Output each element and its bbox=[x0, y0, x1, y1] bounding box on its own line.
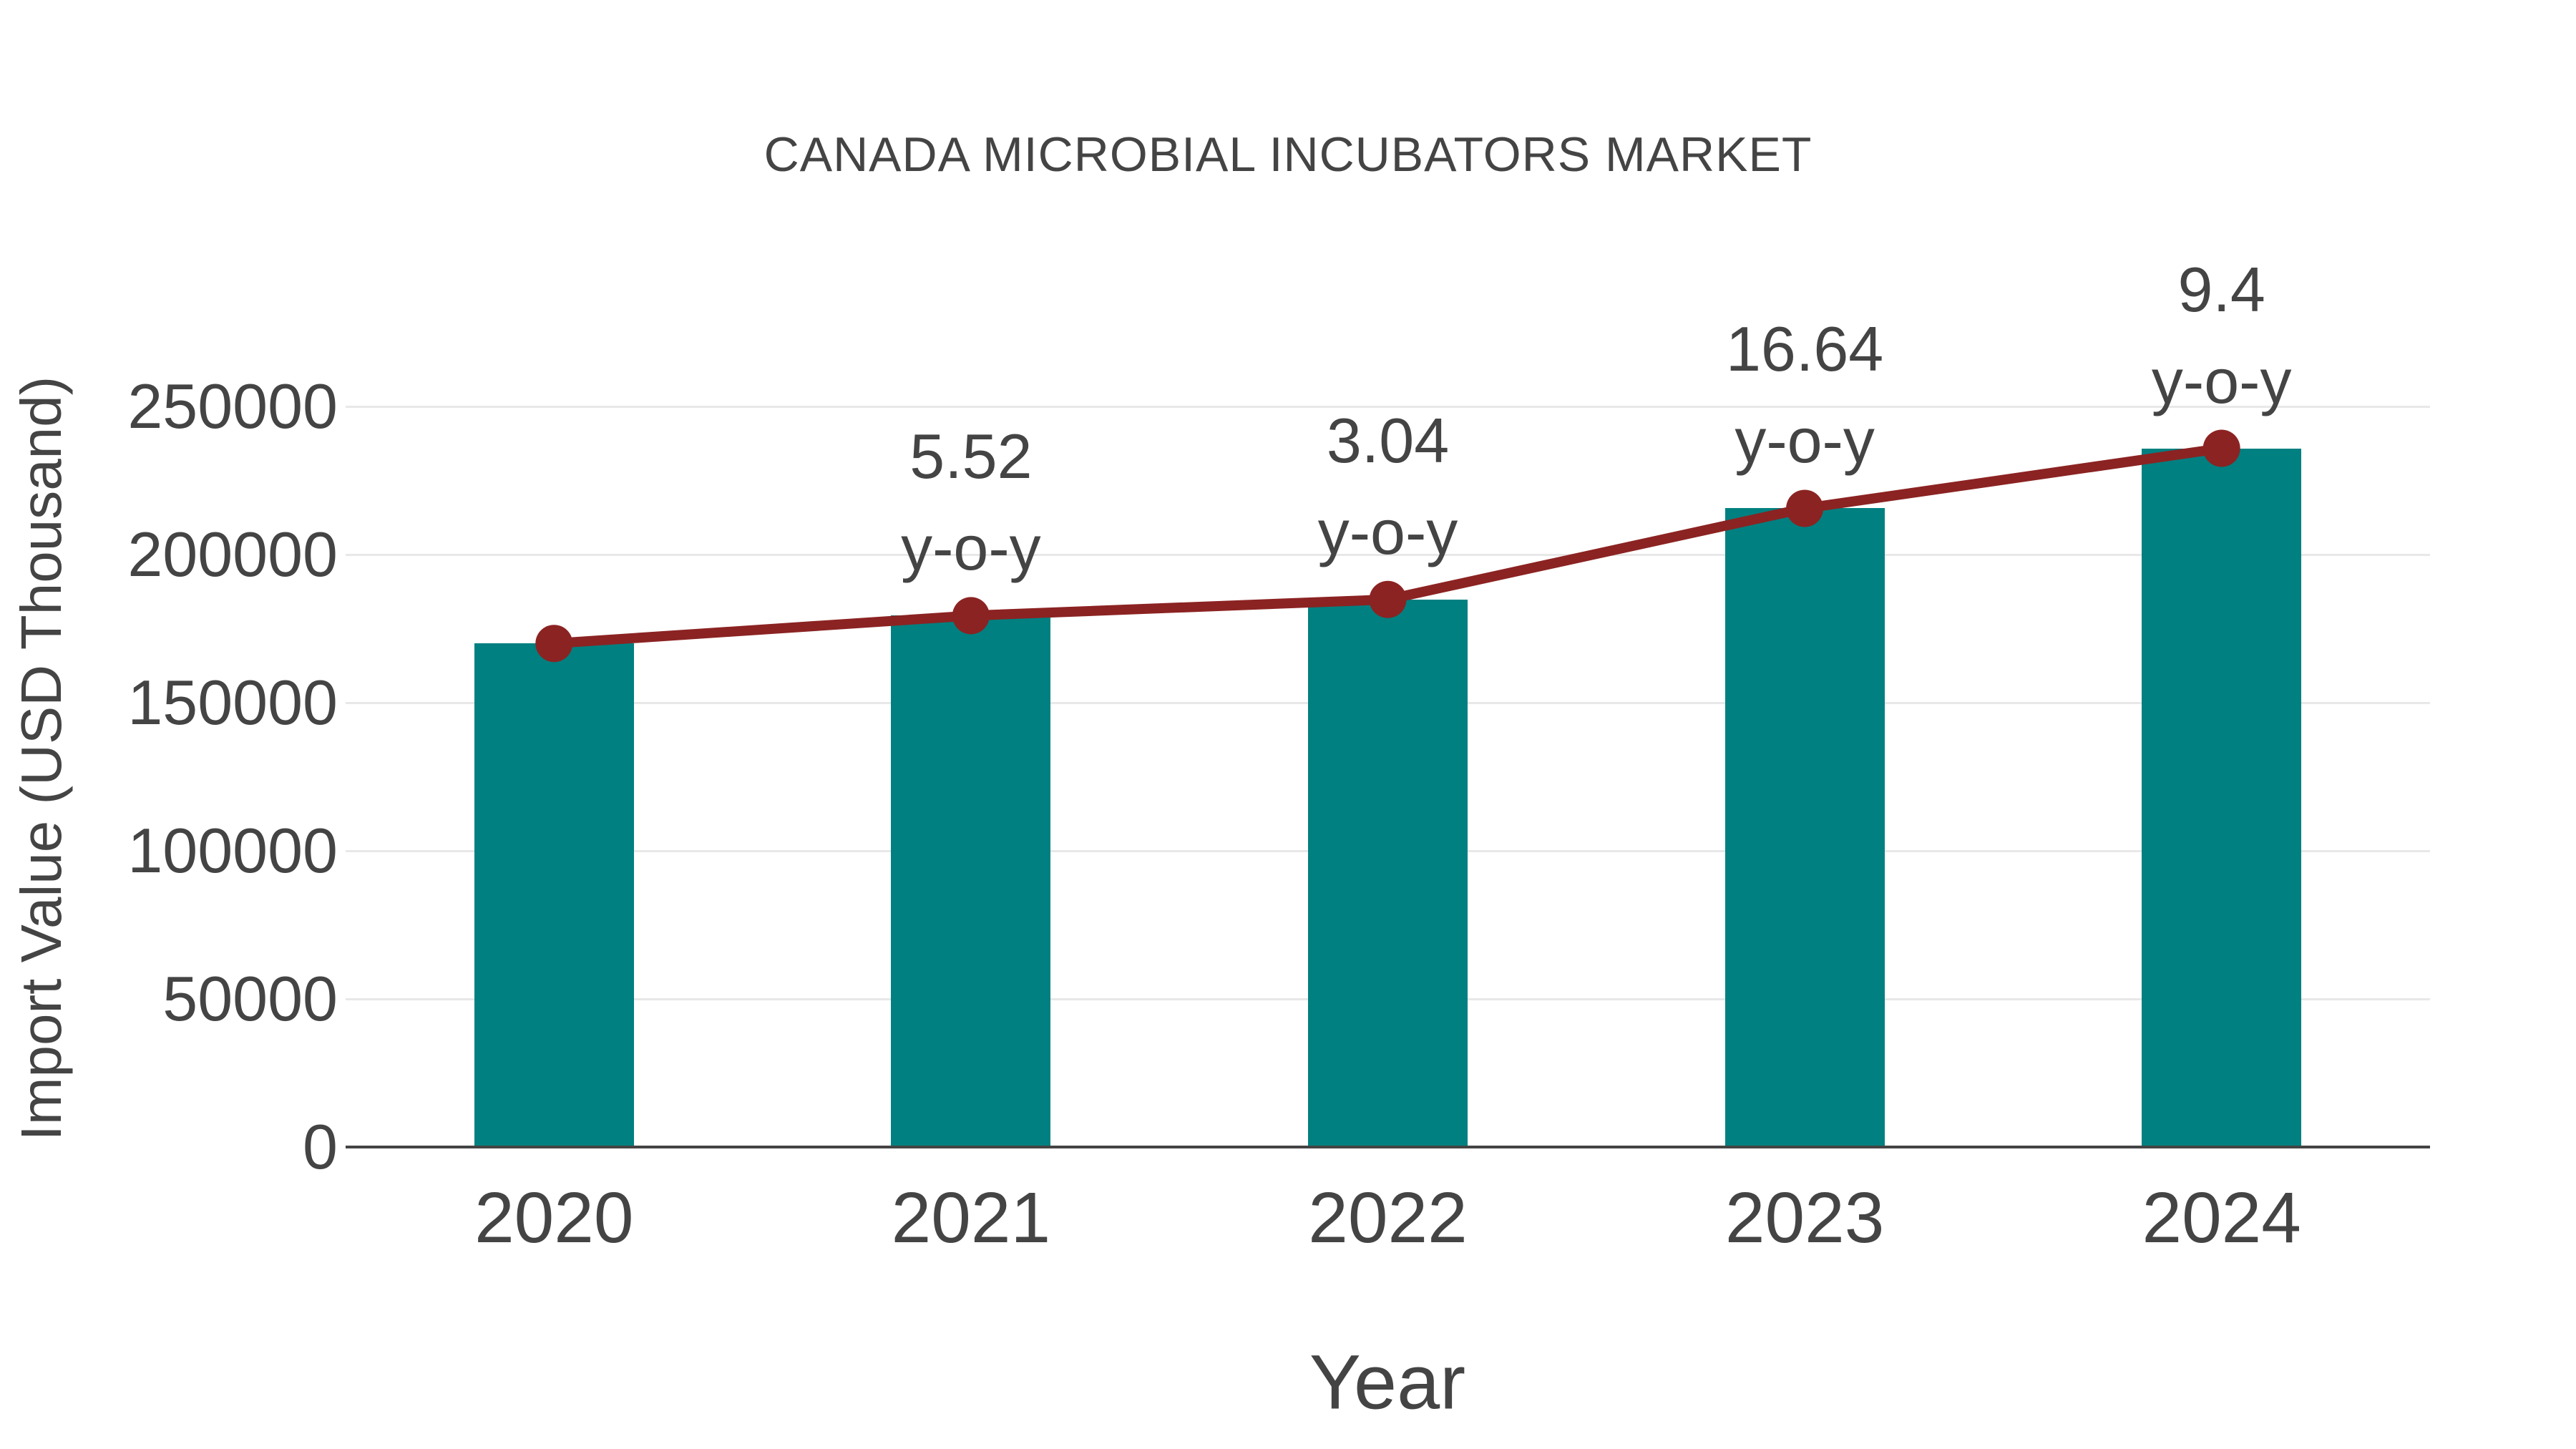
x-tick-label: 2020 bbox=[474, 1178, 634, 1258]
y-tick-label: 50000 bbox=[162, 963, 338, 1034]
y-tick-label: 250000 bbox=[127, 371, 338, 441]
chart-title: CANADA MICROBIAL INCUBATORS MARKET bbox=[763, 127, 1813, 182]
y-tick-label: 0 bbox=[303, 1111, 338, 1182]
growth-annotation: 5.52 y-o-y bbox=[901, 411, 1041, 594]
x-axis-line bbox=[346, 1146, 2430, 1148]
x-tick-label: 2021 bbox=[891, 1178, 1051, 1258]
gridline bbox=[346, 405, 2430, 408]
growth-suffix-label: y-o-y bbox=[901, 512, 1041, 584]
y-axis-title: Import Value (USD Thousand) bbox=[9, 376, 73, 1141]
growth-suffix-label: y-o-y bbox=[1735, 405, 1875, 477]
y-tick-label: 150000 bbox=[127, 667, 338, 738]
x-tick-label: 2023 bbox=[1724, 1178, 1885, 1258]
y-tick-label: 200000 bbox=[127, 519, 338, 590]
growth-suffix-label: y-o-y bbox=[1317, 496, 1458, 567]
bar bbox=[2142, 448, 2302, 1147]
x-tick-label: 2022 bbox=[1308, 1178, 1468, 1258]
growth-value-label: 16.64 bbox=[1725, 313, 1884, 385]
x-tick-label: 2024 bbox=[2142, 1178, 2301, 1258]
growth-suffix-label: y-o-y bbox=[2151, 345, 2292, 416]
bar bbox=[474, 643, 634, 1147]
growth-value-label: 9.4 bbox=[2177, 253, 2265, 325]
bar bbox=[1724, 508, 1885, 1147]
growth-annotation: 9.4 y-o-y bbox=[2152, 244, 2292, 427]
growth-annotation: 16.64 y-o-y bbox=[1726, 303, 1883, 487]
y-tick-label: 100000 bbox=[127, 815, 338, 886]
growth-value-label: 5.52 bbox=[909, 421, 1033, 492]
bar bbox=[1308, 599, 1468, 1147]
growth-value-label: 3.04 bbox=[1326, 404, 1450, 476]
x-axis-title: Year bbox=[1309, 1338, 1466, 1425]
growth-annotation: 3.04 y-o-y bbox=[1318, 395, 1458, 578]
bar bbox=[891, 615, 1051, 1147]
